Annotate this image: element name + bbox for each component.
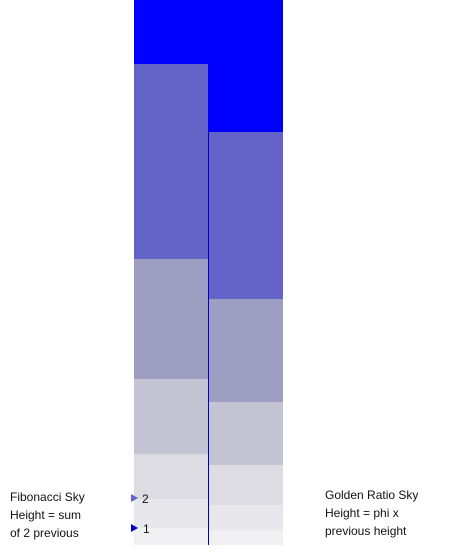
caption-line: of 2 previous xyxy=(10,526,79,540)
marker-label: 1 xyxy=(143,522,150,536)
caption-title: Fibonacci Sky xyxy=(10,490,85,504)
band xyxy=(208,402,283,465)
band xyxy=(134,0,208,64)
marker-arrow xyxy=(131,494,138,502)
band xyxy=(208,299,283,402)
fibonacci-column xyxy=(134,0,208,545)
band xyxy=(208,132,283,299)
golden-column xyxy=(208,0,283,545)
marker-arrow xyxy=(131,524,138,532)
band xyxy=(208,530,283,545)
band xyxy=(134,64,208,259)
marker-label: 2 xyxy=(142,492,149,506)
caption-line: Height = sum xyxy=(10,508,81,522)
band xyxy=(208,465,283,505)
band xyxy=(134,454,208,499)
band xyxy=(134,379,208,454)
caption-line: Height = phi x xyxy=(325,506,399,520)
band xyxy=(134,259,208,379)
band xyxy=(208,0,283,132)
band xyxy=(134,499,208,528)
band xyxy=(134,528,208,545)
band xyxy=(208,505,283,530)
caption-title: Golden Ratio Sky xyxy=(325,488,418,502)
caption-line: previous height xyxy=(325,524,407,538)
